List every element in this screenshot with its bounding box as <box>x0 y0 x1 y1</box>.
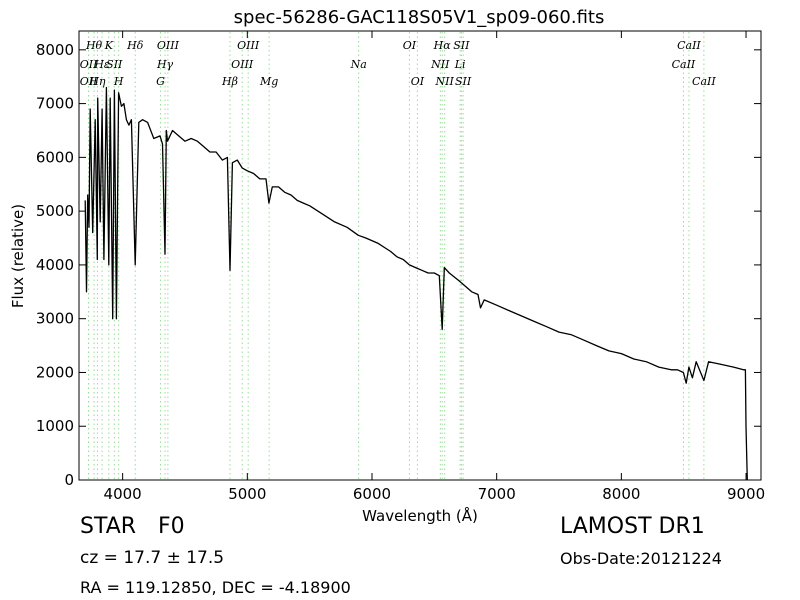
line-label-9: G <box>156 75 165 88</box>
coordinates-text: RA = 119.12850, DEC = -4.18900 <box>80 578 351 597</box>
y-axis-label: Flux (relative) <box>9 204 27 308</box>
line-label-7: H <box>113 75 124 88</box>
line-label-2: Hθ <box>85 39 103 52</box>
obs-date-text: Obs-Date:20121224 <box>560 549 722 568</box>
class-label: STAR <box>80 514 137 539</box>
line-label-15: Mg <box>259 75 278 88</box>
line-label-16: Na <box>350 58 367 71</box>
line-label-20: Hα <box>433 39 452 52</box>
survey-label: LAMOST DR1 <box>560 514 705 539</box>
line-label-11: OIII <box>157 39 180 52</box>
y-axis: 0 1000 2000 3000 4000 5000 6000 7000 8000 <box>36 41 761 489</box>
x-tick-label-0: 4000 <box>104 485 142 503</box>
y-tick-label-6: 6000 <box>36 148 74 166</box>
subclass-label: F0 <box>158 514 185 539</box>
line-label-14: OIII <box>237 39 260 52</box>
spectrum-series <box>84 86 748 481</box>
object-class: STAR F0 <box>80 514 185 539</box>
x-tick-label-5: 9000 <box>727 485 765 503</box>
x-axis-label: Wavelength (Å) <box>362 506 478 525</box>
y-tick-label-2: 2000 <box>36 363 74 381</box>
x-tick-label-1: 5000 <box>228 485 266 503</box>
line-label-24: SII <box>455 75 472 88</box>
line-label-17: OI <box>403 39 417 52</box>
redshift-text: cz = 17.7 ± 17.5 <box>80 548 225 568</box>
line-label-19: NII <box>430 58 450 71</box>
x-tick-label-3: 7000 <box>478 485 516 503</box>
y-tick-label-8: 8000 <box>36 41 74 59</box>
line-label-1: OII <box>80 75 98 88</box>
line-label-10: Hγ <box>156 58 174 71</box>
plot-frame <box>78 30 762 481</box>
line-label-25: CaII <box>672 58 696 71</box>
line-label-12: Hβ <box>221 75 238 88</box>
y-tick-label-0: 0 <box>64 471 74 489</box>
line-label-27: CaII <box>692 75 716 88</box>
chart-title: spec-56286-GAC118S05V1_sp09-060.fits <box>234 7 605 28</box>
y-tick-label-3: 3000 <box>36 310 74 328</box>
y-tick-label-5: 5000 <box>36 202 74 220</box>
line-label-18: OI <box>411 75 425 88</box>
x-tick-label-2: 6000 <box>353 485 391 503</box>
line-label-6: SII <box>106 58 123 71</box>
x-axis: 4000 5000 6000 7000 8000 9000 <box>104 31 765 503</box>
line-label-5: K <box>104 39 114 52</box>
line-label-22: Li <box>454 58 466 71</box>
spectrum-line-0 <box>84 86 748 481</box>
line-label-26: CaII <box>677 39 701 52</box>
line-label-13: OIII <box>231 58 254 71</box>
line-label-4: Hε <box>93 58 110 71</box>
spectrum-chart: spec-56286-GAC118S05V1_sp09-060.fits OII… <box>9 7 765 525</box>
line-label-21: NII <box>435 75 455 88</box>
y-tick-label-4: 4000 <box>36 256 74 274</box>
y-tick-label-1: 1000 <box>36 417 74 435</box>
y-tick-label-7: 7000 <box>36 95 74 113</box>
line-label-23: SII <box>453 39 470 52</box>
line-label-0: OII <box>80 58 98 71</box>
x-tick-label-4: 8000 <box>602 485 640 503</box>
spectral-line-labels: OII OII Hθ Hη Hε K SII H Hδ G Hγ OIII Hβ OIII OIII Mg Na… <box>80 39 717 88</box>
line-label-3: Hη <box>88 75 106 88</box>
line-label-8: Hδ <box>126 39 144 52</box>
